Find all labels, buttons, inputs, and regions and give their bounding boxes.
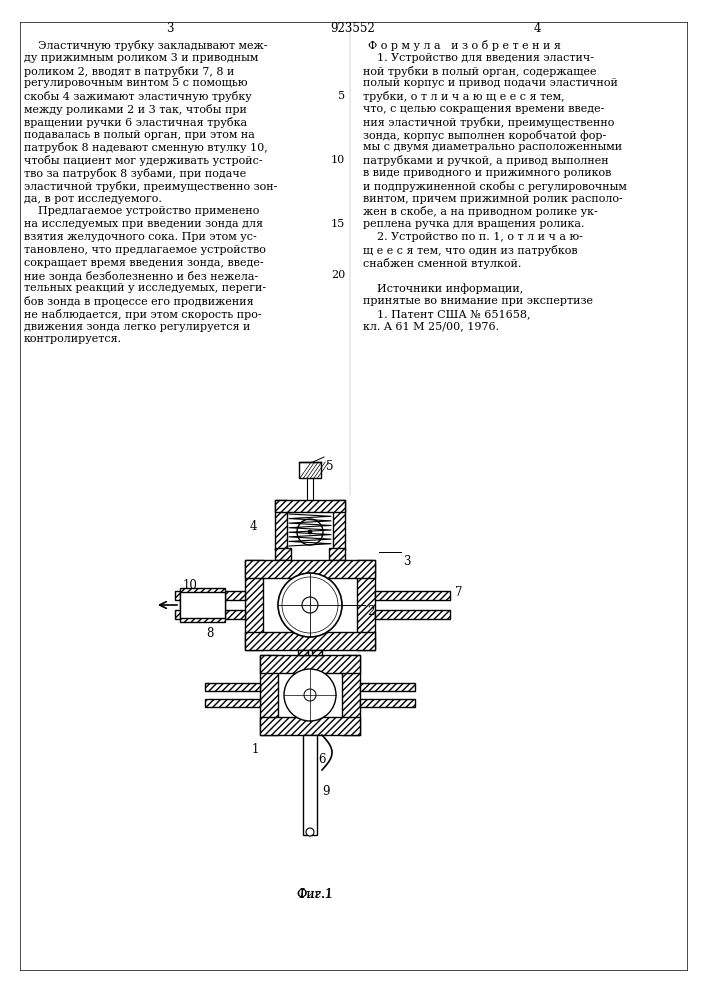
Text: на исследуемых при введении зонда для: на исследуемых при введении зонда для <box>24 219 263 229</box>
Text: между роликами 2 и 3 так, чтобы при: между роликами 2 и 3 так, чтобы при <box>24 104 247 115</box>
Bar <box>312 650 322 655</box>
Circle shape <box>306 828 314 836</box>
Text: регулировочным винтом 5 с помощью: регулировочным винтом 5 с помощью <box>24 78 247 88</box>
Text: Фиг.1: Фиг.1 <box>296 888 334 901</box>
Text: тановлено, что предлагаемое устройство: тановлено, что предлагаемое устройство <box>24 245 266 255</box>
Text: вращении ручки 6 эластичная трубка: вращении ручки 6 эластичная трубка <box>24 117 247 128</box>
Text: 2: 2 <box>367 605 375 618</box>
Text: и подпружиненной скобы с регулировочным: и подпружиненной скобы с регулировочным <box>363 181 627 192</box>
Text: 2. Устройство по п. 1, о т л и ч а ю-: 2. Устройство по п. 1, о т л и ч а ю- <box>363 232 583 242</box>
Text: подавалась в полый орган, при этом на: подавалась в полый орган, при этом на <box>24 130 255 140</box>
Bar <box>375 610 450 619</box>
Bar <box>299 462 321 478</box>
Bar <box>329 548 345 560</box>
Text: чтобы пациент мог удерживать устройс-: чтобы пациент мог удерживать устройс- <box>24 155 262 166</box>
Text: Источники информации,: Источники информации, <box>363 283 523 294</box>
Bar <box>205 683 260 691</box>
Text: 10: 10 <box>331 155 345 165</box>
Text: Ф о р м у л а   и з о б р е т е н и я: Ф о р м у л а и з о б р е т е н и я <box>368 40 561 51</box>
Text: да, в рот исследуемого.: да, в рот исследуемого. <box>24 194 162 204</box>
Text: 10: 10 <box>182 579 197 592</box>
Text: в виде приводного и прижимного роликов: в виде приводного и прижимного роликов <box>363 168 612 178</box>
Bar <box>245 632 375 650</box>
Text: зонда, корпус выполнен коробчатой фор-: зонда, корпус выполнен коробчатой фор- <box>363 130 606 141</box>
Circle shape <box>278 573 342 637</box>
Text: тво за патрубок 8 зубами, при подаче: тво за патрубок 8 зубами, при подаче <box>24 168 246 179</box>
Bar <box>360 699 415 707</box>
Text: тельных реакций у исследуемых, переги-: тельных реакций у исследуемых, переги- <box>24 283 266 293</box>
Text: 15: 15 <box>331 219 345 229</box>
Text: 1: 1 <box>251 743 259 756</box>
Text: эластичной трубки, преимущественно зон-: эластичной трубки, преимущественно зон- <box>24 181 277 192</box>
Circle shape <box>304 689 316 701</box>
Bar <box>275 548 291 560</box>
Text: 6: 6 <box>318 753 325 766</box>
Text: контролируется.: контролируется. <box>24 334 122 344</box>
Bar <box>175 610 245 619</box>
Bar <box>260 717 360 735</box>
Text: Эластичную трубку закладывают меж-: Эластичную трубку закладывают меж- <box>24 40 267 51</box>
Bar <box>375 591 450 600</box>
Text: кл. A 61 M 25/00, 1976.: кл. A 61 M 25/00, 1976. <box>363 322 499 332</box>
Text: щ е е с я тем, что один из патрубков: щ е е с я тем, что один из патрубков <box>363 245 578 256</box>
Text: патрубок 8 надевают сменную втулку 10,: патрубок 8 надевают сменную втулку 10, <box>24 142 268 153</box>
Text: Фиг.1: Фиг.1 <box>297 888 334 901</box>
Text: ния эластичной трубки, преимущественно: ния эластичной трубки, преимущественно <box>363 117 614 128</box>
Text: 8: 8 <box>206 627 214 640</box>
Bar <box>205 699 260 707</box>
Bar <box>180 588 225 622</box>
Text: 923552: 923552 <box>331 22 375 35</box>
Text: патрубками и ручкой, а привод выполнен: патрубками и ручкой, а привод выполнен <box>363 155 609 166</box>
Bar <box>342 655 360 735</box>
Bar <box>357 560 375 650</box>
Bar <box>175 591 245 600</box>
Text: трубки, о т л и ч а ю щ е е с я тем,: трубки, о т л и ч а ю щ е е с я тем, <box>363 91 565 102</box>
Bar <box>275 500 345 512</box>
Text: что, с целью сокращения времени введе-: что, с целью сокращения времени введе- <box>363 104 604 114</box>
Bar <box>360 683 415 691</box>
Text: ние зонда безболезненно и без нежела-: ние зонда безболезненно и без нежела- <box>24 270 258 281</box>
Text: 5: 5 <box>326 460 334 473</box>
Text: винтом, причем прижимной ролик располо-: винтом, причем прижимной ролик располо- <box>363 194 623 204</box>
Text: Предлагаемое устройство применено: Предлагаемое устройство применено <box>24 206 259 216</box>
Text: не наблюдается, при этом скорость про-: не наблюдается, при этом скорость про- <box>24 309 262 320</box>
Text: полый корпус и привод подачи эластичной: полый корпус и привод подачи эластичной <box>363 78 618 88</box>
Text: 9: 9 <box>322 785 329 798</box>
Circle shape <box>297 519 323 545</box>
Text: снабжен сменной втулкой.: снабжен сменной втулкой. <box>363 258 521 269</box>
Text: мы с двумя диаметрально расположенными: мы с двумя диаметрально расположенными <box>363 142 622 152</box>
Bar <box>245 560 375 578</box>
Text: 4: 4 <box>250 520 257 533</box>
Text: роликом 2, вводят в патрубки 7, 8 и: роликом 2, вводят в патрубки 7, 8 и <box>24 66 235 77</box>
Bar <box>333 500 345 550</box>
Bar <box>245 560 263 650</box>
Text: сокращает время введения зонда, введе-: сокращает время введения зонда, введе- <box>24 258 264 268</box>
Bar <box>275 500 287 550</box>
Text: 4: 4 <box>533 22 541 35</box>
Bar <box>298 650 308 655</box>
Text: 3: 3 <box>166 22 174 35</box>
Circle shape <box>302 597 318 613</box>
Text: движения зонда легко регулируется и: движения зонда легко регулируется и <box>24 322 250 332</box>
Text: 20: 20 <box>331 270 345 280</box>
Text: взятия желудочного сока. При этом ус-: взятия желудочного сока. При этом ус- <box>24 232 257 242</box>
Text: 7: 7 <box>455 586 462 599</box>
Circle shape <box>308 530 312 534</box>
Bar <box>303 735 317 835</box>
Text: принятые во внимание при экспертизе: принятые во внимание при экспертизе <box>363 296 593 306</box>
Text: жен в скобе, а на приводном ролике ук-: жен в скобе, а на приводном ролике ук- <box>363 206 597 217</box>
Text: ной трубки в полый орган, содержащее: ной трубки в полый орган, содержащее <box>363 66 597 77</box>
Text: ду прижимным роликом 3 и приводным: ду прижимным роликом 3 и приводным <box>24 53 258 63</box>
Text: 3: 3 <box>403 555 411 568</box>
Text: 1. Патент США № 651658,: 1. Патент США № 651658, <box>363 309 530 319</box>
Text: 5: 5 <box>338 91 345 101</box>
Text: скобы 4 зажимают эластичную трубку: скобы 4 зажимают эластичную трубку <box>24 91 252 102</box>
Bar <box>260 655 278 735</box>
Bar <box>260 655 360 673</box>
Circle shape <box>284 669 336 721</box>
Bar <box>180 592 225 618</box>
Text: 1. Устройство для введения эластич-: 1. Устройство для введения эластич- <box>363 53 594 63</box>
Text: реплена ручка для вращения ролика.: реплена ручка для вращения ролика. <box>363 219 585 229</box>
Text: бов зонда в процессе его продвижения: бов зонда в процессе его продвижения <box>24 296 254 307</box>
